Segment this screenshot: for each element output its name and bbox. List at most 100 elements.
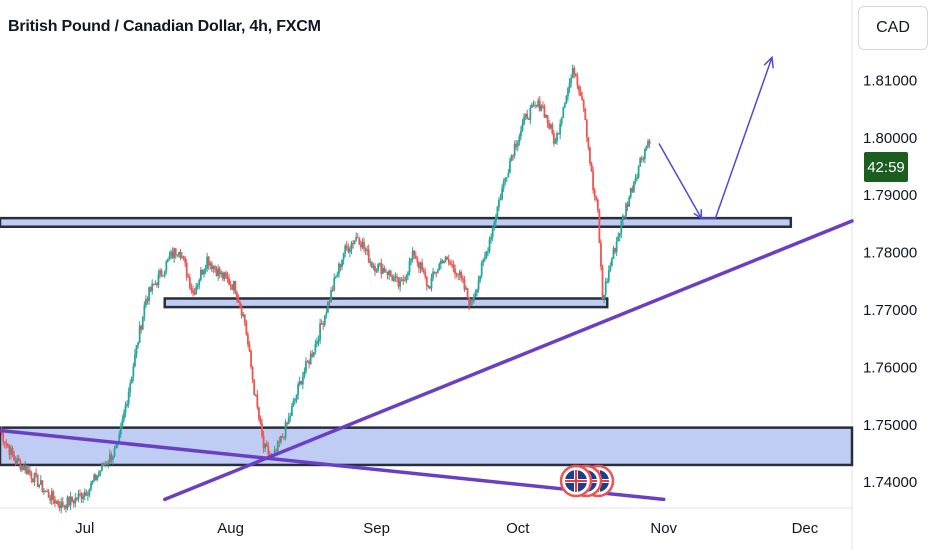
price-axis[interactable]: 1.74000 1.75000 1.76000 1.77000 1.78000 1.790…: [863, 72, 917, 491]
candle-body: [546, 115, 549, 123]
candle: [188, 273, 191, 290]
candle: [32, 478, 34, 483]
candle-body: [196, 284, 199, 287]
candle: [567, 86, 569, 101]
currency-button[interactable]: CAD: [858, 6, 928, 50]
candle: [385, 268, 387, 273]
candle: [221, 271, 224, 282]
candle-body: [352, 243, 354, 245]
candle-body: [629, 188, 632, 198]
candle-body: [303, 371, 306, 377]
candle-body: [66, 497, 69, 509]
candle: [151, 279, 154, 295]
candle-body: [115, 445, 118, 449]
candle: [483, 252, 486, 262]
candle: [537, 97, 540, 108]
candle-body: [210, 263, 213, 269]
projection-arrow[interactable]: [658, 55, 774, 220]
candle-body: [584, 108, 587, 120]
candle: [510, 154, 513, 162]
candle-body: [327, 301, 329, 313]
candle: [160, 268, 163, 278]
candle-body: [331, 290, 334, 292]
candle: [622, 213, 624, 226]
trendlines[interactable]: [0, 219, 854, 502]
time-axis[interactable]: Jul Aug Sep Oct Nov Dec: [75, 520, 819, 537]
candle: [85, 489, 88, 496]
candle: [132, 362, 135, 382]
candle: [551, 122, 554, 135]
candle-body: [609, 265, 612, 271]
candle: [543, 104, 546, 118]
uk-flag-event-badges[interactable]: [559, 464, 615, 498]
candle-body: [359, 244, 362, 248]
candle: [493, 220, 496, 231]
candle-body: [80, 493, 83, 499]
candle: [137, 341, 139, 349]
candle-body: [228, 278, 230, 285]
candle: [50, 487, 53, 506]
candle: [450, 259, 453, 268]
candle: [424, 267, 427, 280]
candle-body: [119, 426, 122, 435]
candle: [603, 294, 605, 304]
candle-body: [226, 276, 229, 279]
candle-body: [595, 196, 598, 200]
candle-body: [254, 394, 257, 396]
candle-body: [386, 271, 389, 276]
candle: [490, 233, 493, 244]
candle: [363, 237, 365, 253]
candle-body: [633, 182, 635, 192]
candle-body: [590, 163, 593, 172]
candle-body: [174, 248, 177, 255]
candle-body: [328, 301, 331, 303]
candle: [620, 218, 623, 238]
candle: [598, 208, 601, 244]
candle: [502, 178, 505, 193]
candle: [556, 131, 558, 145]
candle: [165, 260, 168, 275]
candle-body: [576, 76, 579, 86]
candle-body: [600, 242, 602, 267]
candle-body: [63, 505, 66, 507]
candle-body: [8, 446, 11, 455]
candle-body: [521, 124, 524, 131]
candle-body: [411, 250, 414, 260]
candle: [534, 101, 536, 109]
candle: [14, 456, 17, 467]
candle-body: [397, 277, 400, 287]
candle-body: [416, 258, 419, 263]
candle: [414, 251, 417, 259]
candle: [90, 480, 92, 491]
candle: [80, 492, 83, 504]
candle: [419, 261, 422, 274]
candle: [507, 168, 510, 178]
candle-body: [452, 264, 455, 269]
candle-body: [99, 470, 102, 473]
candle: [452, 260, 455, 273]
candle-body: [460, 272, 463, 279]
candle: [325, 307, 328, 319]
candle: [391, 274, 394, 281]
candle: [251, 365, 254, 384]
candle-body: [58, 504, 61, 509]
candle: [411, 247, 414, 263]
candle: [399, 276, 402, 292]
candle: [278, 436, 281, 448]
candle: [223, 271, 226, 282]
candle: [141, 316, 144, 331]
candle: [618, 232, 621, 242]
candle: [647, 138, 649, 149]
candle-body: [273, 450, 276, 456]
candle-body: [443, 260, 445, 264]
zone-1: [0, 216, 793, 228]
candle-body: [25, 465, 28, 474]
candle: [209, 260, 212, 270]
price-tick-label: 1.77000: [863, 302, 917, 319]
candle: [372, 263, 375, 271]
candle-body: [502, 181, 505, 189]
candle: [389, 269, 392, 278]
candle: [43, 487, 45, 495]
candle-body: [366, 249, 369, 251]
